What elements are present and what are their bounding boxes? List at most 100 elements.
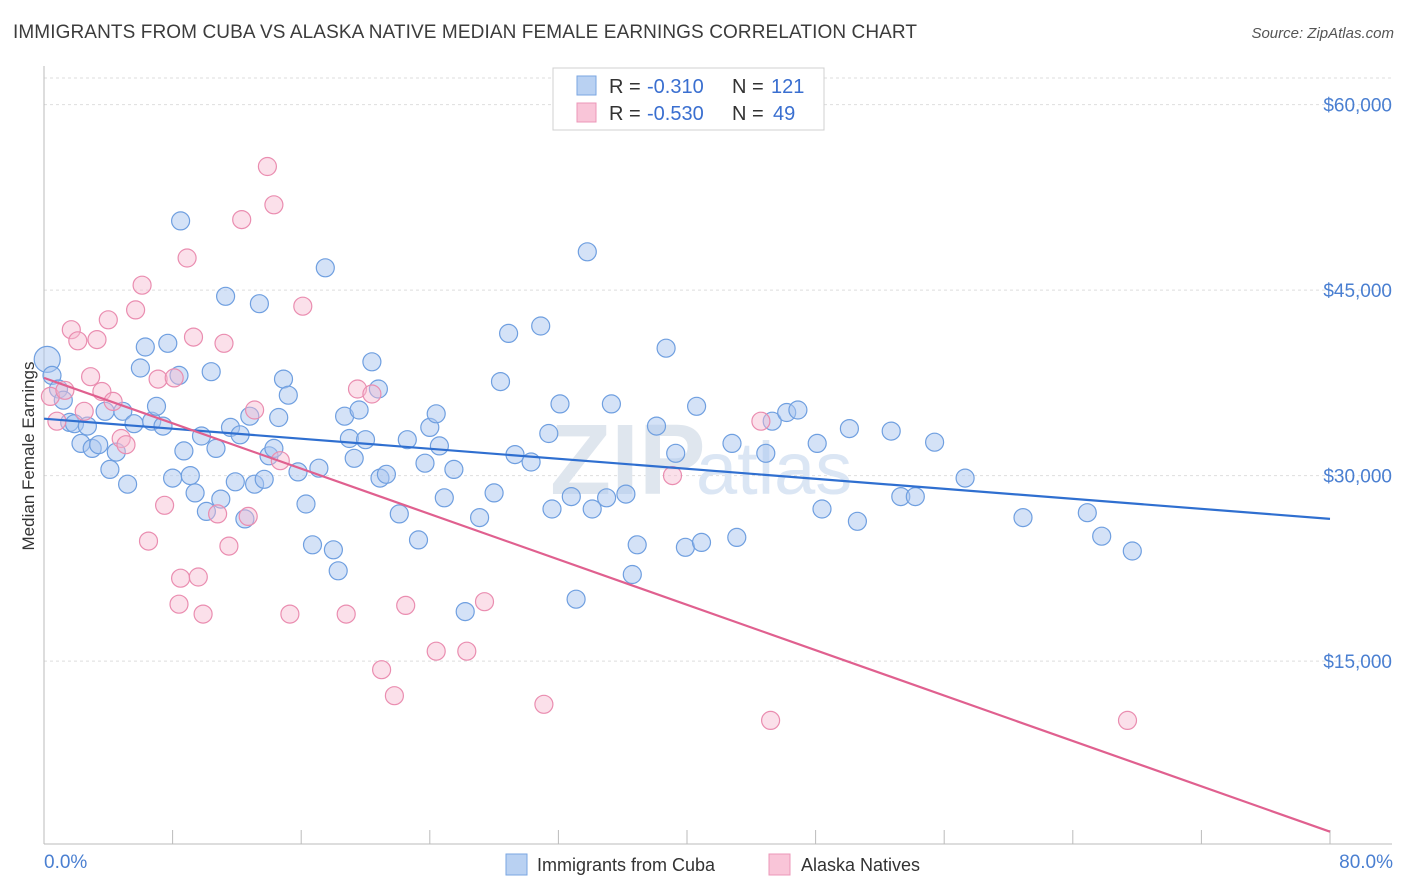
cuba-point — [722, 433, 742, 453]
cuba-point — [924, 432, 945, 452]
cuba-point — [455, 601, 475, 622]
watermark: ZIP atlas — [550, 404, 852, 516]
cuba-point — [174, 441, 194, 461]
cuba-point — [211, 489, 231, 509]
alaska-point — [171, 568, 191, 588]
cuba-point — [135, 337, 155, 357]
series-legend: Immigrants from Cuba Alaska Natives — [505, 853, 920, 876]
cuba-point — [249, 294, 269, 314]
stats-legend-box — [552, 67, 825, 131]
alaska-point — [40, 386, 61, 406]
watermark-atlas: atlas — [696, 427, 852, 510]
cuba-point — [278, 385, 298, 405]
legend-r-value-alaska: -0.530 — [647, 103, 704, 125]
cuba-point — [180, 466, 200, 486]
legend-n-value-alaska: 49 — [773, 103, 795, 125]
cuba-point — [616, 484, 636, 504]
cuba-point — [158, 333, 178, 353]
cuba-point — [323, 540, 343, 560]
alaska-point — [336, 604, 356, 624]
cuba-point — [470, 507, 490, 528]
alaska-point — [372, 660, 392, 680]
cuba-point — [627, 535, 647, 555]
legend-n-label-alaska: N = — [732, 103, 764, 125]
cuba-point — [550, 394, 570, 414]
y-axis-title: Median Female Earnings — [19, 362, 38, 551]
cuba-point — [117, 474, 138, 494]
cuba-point — [254, 469, 274, 489]
cuba-point — [296, 494, 316, 514]
cuba-point — [656, 338, 676, 358]
alaska-point — [257, 156, 277, 177]
cuba-point — [666, 443, 686, 463]
cuba-point — [691, 532, 712, 553]
cuba-point — [577, 242, 597, 262]
axis-labels: Median Female Earnings $15,000 $30,000 $45… — [19, 96, 1393, 873]
cuba-point — [196, 501, 216, 521]
bottom-legend-label-alaska: Alaska Natives — [801, 855, 920, 875]
chart-title: IMMIGRANTS FROM CUBA VS ALASKA NATIVE ME… — [13, 22, 918, 43]
cuba-point — [216, 286, 236, 306]
alaska-point — [426, 641, 446, 661]
trend-lines — [43, 376, 1331, 833]
cuba-point — [429, 436, 449, 456]
cuba-point — [368, 379, 388, 399]
alaska-point — [662, 466, 683, 486]
alaska-point — [751, 411, 771, 431]
cuba-point — [542, 499, 562, 519]
cuba-point — [100, 459, 120, 479]
alaska-point — [245, 400, 265, 420]
cuba-point — [273, 369, 294, 389]
alaska-point — [68, 331, 88, 351]
axes — [43, 66, 1392, 845]
cuba-point — [225, 472, 245, 492]
alaska-point — [80, 367, 101, 387]
alaska-point — [164, 368, 184, 388]
cuba-point — [397, 430, 417, 450]
cuba-point — [1092, 526, 1112, 546]
cuba-point — [727, 527, 747, 548]
cuba-point — [839, 419, 860, 439]
legend-n-label-cuba: N = — [732, 76, 764, 98]
cuba-point — [426, 404, 446, 424]
alaska-point — [1117, 710, 1138, 731]
alaska-point — [214, 333, 234, 353]
cuba-point — [905, 487, 925, 507]
cuba-point — [408, 530, 429, 550]
legend-r-label-cuba: R = — [609, 76, 641, 98]
alaska-point — [280, 604, 300, 624]
alaska-point — [155, 495, 175, 515]
alaska-point — [293, 296, 313, 316]
alaska-point — [61, 320, 81, 340]
cuba-point — [434, 488, 454, 508]
alaska-point — [208, 504, 228, 524]
cuba-point — [490, 372, 511, 392]
stats-legend: R = -0.310 N = 121 R = -0.530 N = 49 — [552, 67, 825, 131]
cuba-point — [484, 483, 504, 503]
alaska-point — [188, 567, 208, 587]
alaska-point — [760, 710, 781, 731]
cuba-point — [807, 433, 827, 453]
cuba-point — [315, 258, 335, 278]
cuba-point — [124, 414, 144, 434]
cuba-point — [566, 589, 586, 609]
alaska-point — [183, 327, 204, 347]
cuba-point — [269, 407, 289, 428]
cuba-point — [288, 462, 308, 482]
legend-r-value-cuba: -0.310 — [647, 76, 704, 98]
cuba-point — [339, 428, 359, 449]
cuba-point — [1122, 541, 1142, 561]
cuba-point — [499, 323, 519, 343]
cuba-point — [531, 316, 551, 336]
alaska-point — [177, 248, 197, 268]
cuba-point — [756, 443, 776, 463]
cuba-point — [376, 464, 396, 484]
cuba-point — [675, 537, 696, 557]
alaska-point — [362, 384, 382, 404]
series-alaska-points — [40, 156, 1138, 731]
cuba-point — [206, 438, 226, 458]
alaska-point — [98, 310, 118, 330]
legend-swatch-cuba — [576, 75, 597, 96]
cuba-point — [955, 468, 975, 488]
cuba-point — [686, 396, 707, 416]
